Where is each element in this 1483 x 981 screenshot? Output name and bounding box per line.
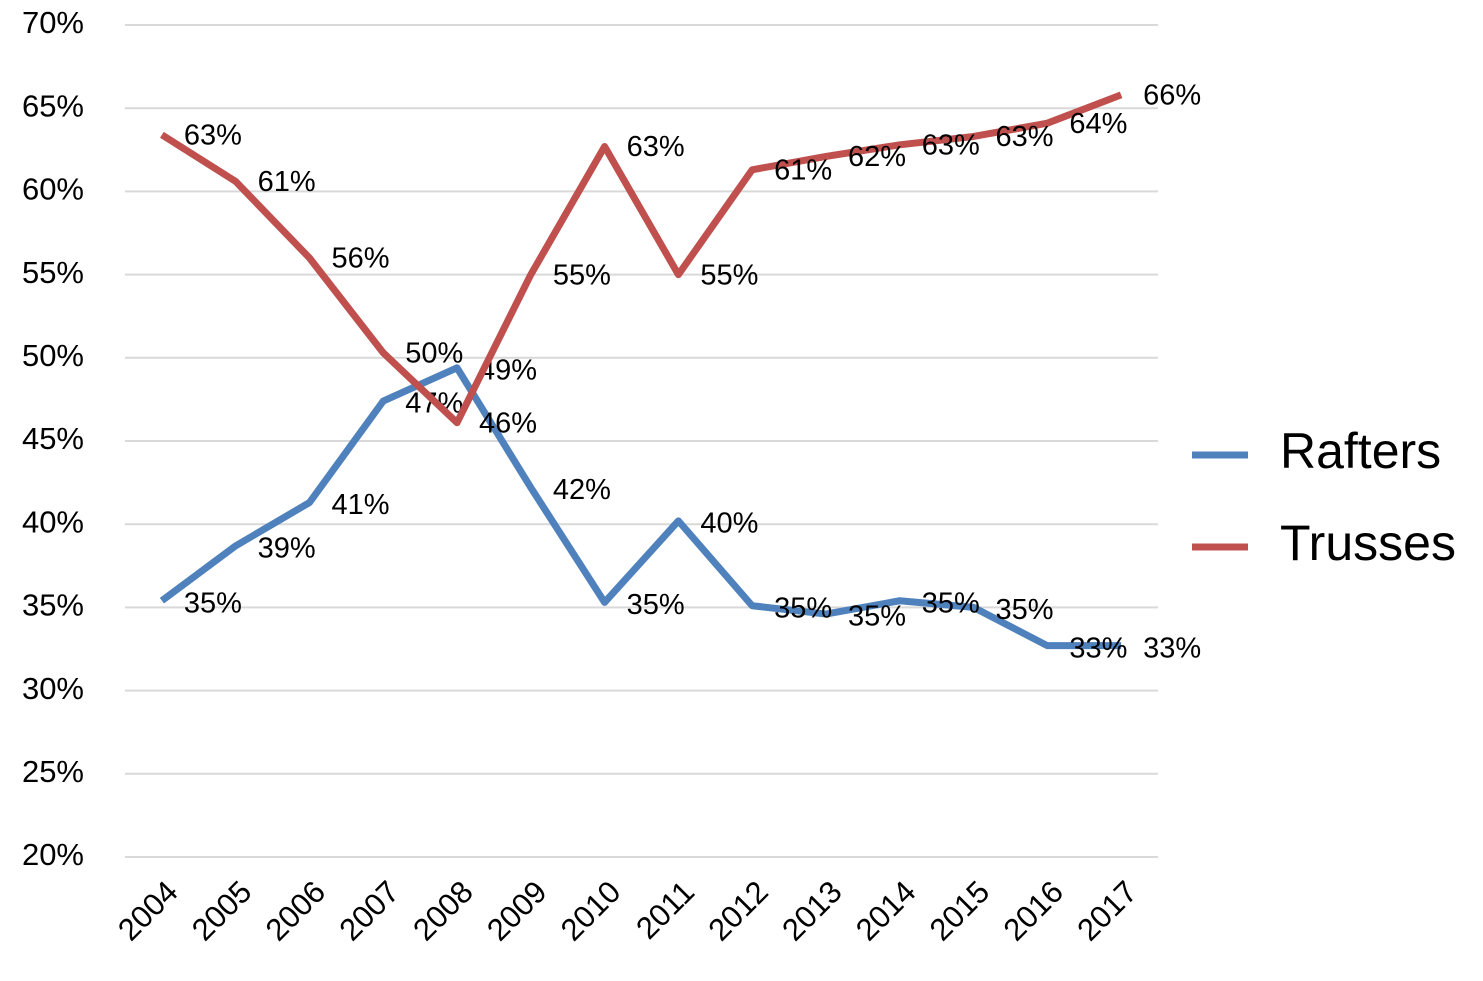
data-label: 63% [996, 121, 1054, 153]
legend-label: Trusses [1280, 515, 1456, 571]
data-label: 39% [258, 532, 316, 564]
x-tick-label: 2010 [554, 874, 628, 948]
data-label: 61% [774, 154, 832, 186]
series-line [160, 91, 1123, 427]
data-label: 40% [700, 508, 758, 540]
data-label: 55% [700, 259, 758, 291]
x-tick-label: 2017 [1070, 874, 1144, 948]
y-tick-label: 40% [22, 504, 84, 539]
y-tick-label: 45% [22, 421, 84, 456]
data-label: 63% [627, 131, 685, 163]
y-tick-label: 55% [22, 255, 84, 290]
y-tick-label: 50% [22, 338, 84, 373]
data-label: 56% [331, 243, 389, 275]
y-tick-label: 25% [22, 754, 84, 789]
x-tick-label: 2004 [111, 874, 185, 948]
series-line [159, 364, 1122, 650]
data-label: 63% [922, 129, 980, 161]
y-tick-label: 60% [22, 172, 84, 207]
x-tick-label: 2014 [849, 874, 923, 948]
data-label: 62% [848, 141, 906, 173]
x-tick-label: 2013 [775, 874, 849, 948]
y-tick-label: 35% [22, 588, 84, 623]
x-tick-label: 2009 [480, 874, 554, 948]
data-label: 35% [848, 601, 906, 633]
data-label: 35% [996, 594, 1054, 626]
data-label: 63% [184, 119, 242, 151]
x-tick-label: 2006 [259, 874, 333, 948]
data-label: 35% [184, 587, 242, 619]
data-label: 66% [1143, 80, 1201, 112]
data-label: 33% [1069, 632, 1127, 664]
data-label: 55% [553, 259, 611, 291]
data-label: 35% [774, 592, 832, 624]
x-tick-label: 2007 [332, 874, 406, 948]
legend-label: Rafters [1280, 423, 1441, 479]
data-label: 64% [1069, 108, 1127, 140]
y-tick-label: 30% [22, 671, 84, 706]
x-tick-label: 2008 [406, 874, 480, 948]
x-tick-label: 2011 [629, 874, 701, 946]
x-tick-label: 2015 [923, 874, 997, 948]
data-label: 50% [405, 337, 463, 369]
data-label: 33% [1143, 632, 1201, 664]
data-label: 41% [331, 489, 389, 521]
data-label: 35% [922, 587, 980, 619]
data-label: 35% [627, 589, 685, 621]
x-tick-label: 2012 [701, 874, 775, 948]
x-tick-label: 2016 [997, 874, 1071, 948]
y-tick-label: 70% [22, 5, 84, 40]
y-tick-label: 20% [22, 837, 84, 872]
data-label: 61% [258, 166, 316, 198]
data-label: 42% [553, 474, 611, 506]
y-tick-label: 65% [22, 88, 84, 123]
data-label: 46% [479, 407, 537, 439]
x-tick-label: 2005 [185, 874, 259, 948]
